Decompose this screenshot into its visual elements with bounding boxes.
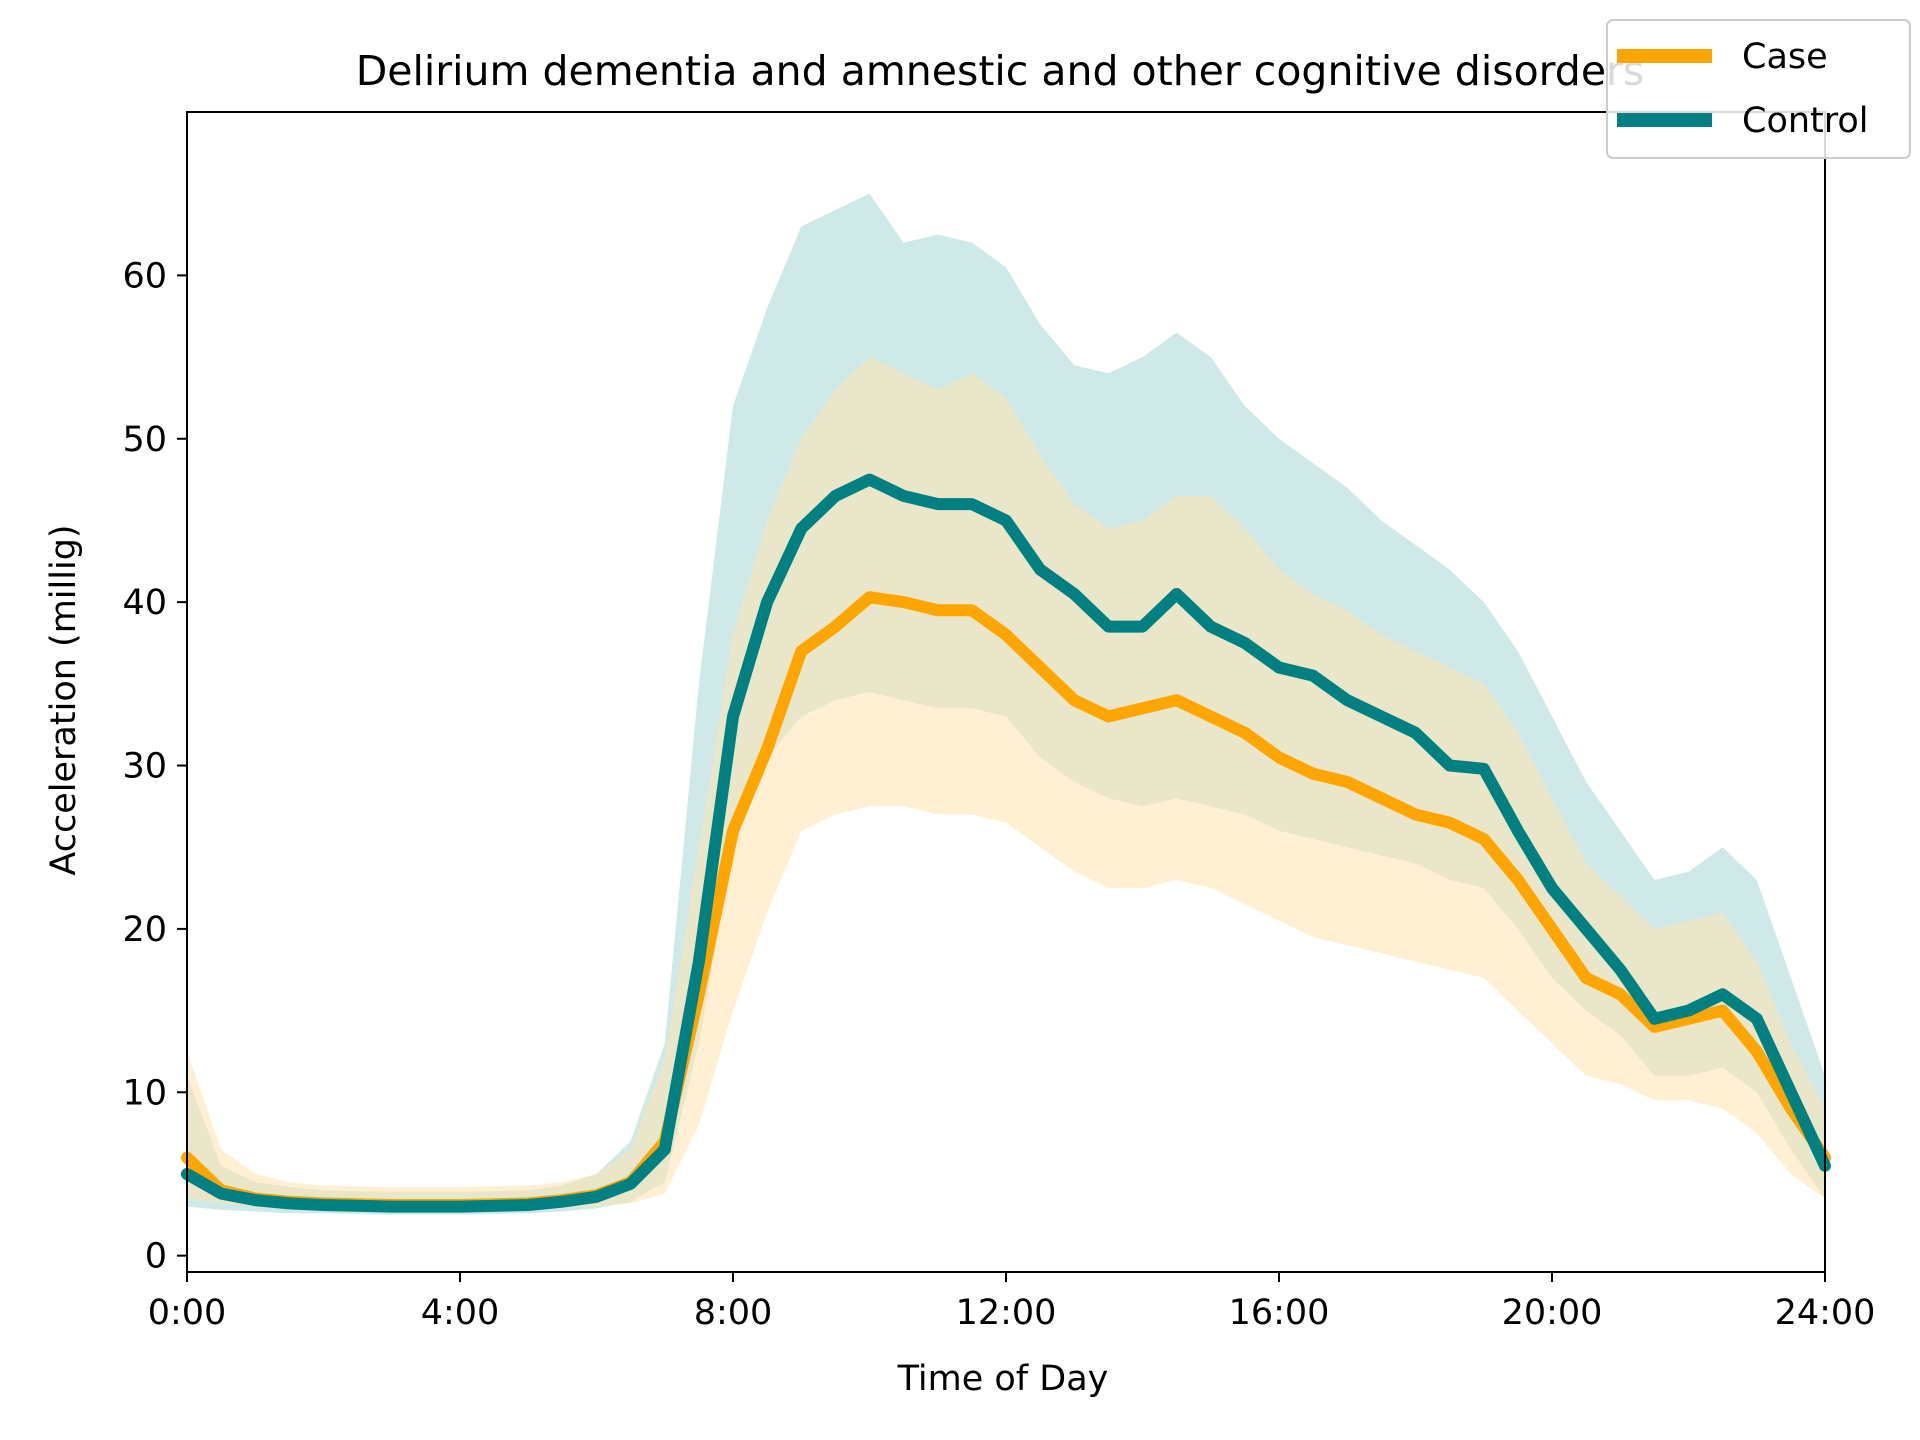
- legend: Case Control: [1606, 19, 1911, 159]
- y-tick-label: 60: [122, 256, 167, 296]
- legend-label-control: Control: [1742, 101, 1869, 141]
- y-tick-label: 50: [122, 420, 167, 460]
- y-tick-label: 20: [122, 910, 167, 950]
- y-tick-label: 0: [145, 1237, 167, 1277]
- series-lines: [181, 473, 1831, 1213]
- x-tick-label: 4:00: [421, 1293, 500, 1333]
- x-tick-label: 8:00: [694, 1293, 773, 1333]
- chart-title: Delirium dementia and amnestic and other…: [356, 47, 1645, 95]
- x-axis-label: Time of Day: [897, 1359, 1109, 1399]
- x-tick-label: 20:00: [1502, 1293, 1603, 1333]
- x-tick-label: 24:00: [1775, 1293, 1876, 1333]
- y-tick-label: 10: [122, 1073, 167, 1113]
- x-tick-label: 16:00: [1229, 1293, 1330, 1333]
- line-control: [181, 473, 1831, 1213]
- band-case: [187, 357, 1825, 1210]
- x-axis-ticks: 0:00 4:00 8:00 12:00 16:00 20:00 24:00: [148, 1272, 1876, 1333]
- x-tick-label: 12:00: [956, 1293, 1057, 1333]
- x-tick-label: 0:00: [148, 1293, 227, 1333]
- confidence-bands: [187, 193, 1825, 1215]
- legend-label-case: Case: [1742, 37, 1828, 77]
- y-tick-label: 30: [122, 747, 167, 787]
- y-axis-label: Acceleration (millig): [44, 524, 84, 875]
- y-tick-label: 40: [122, 583, 167, 623]
- y-axis-ticks: 0 10 20 30 40 50 60: [122, 256, 187, 1277]
